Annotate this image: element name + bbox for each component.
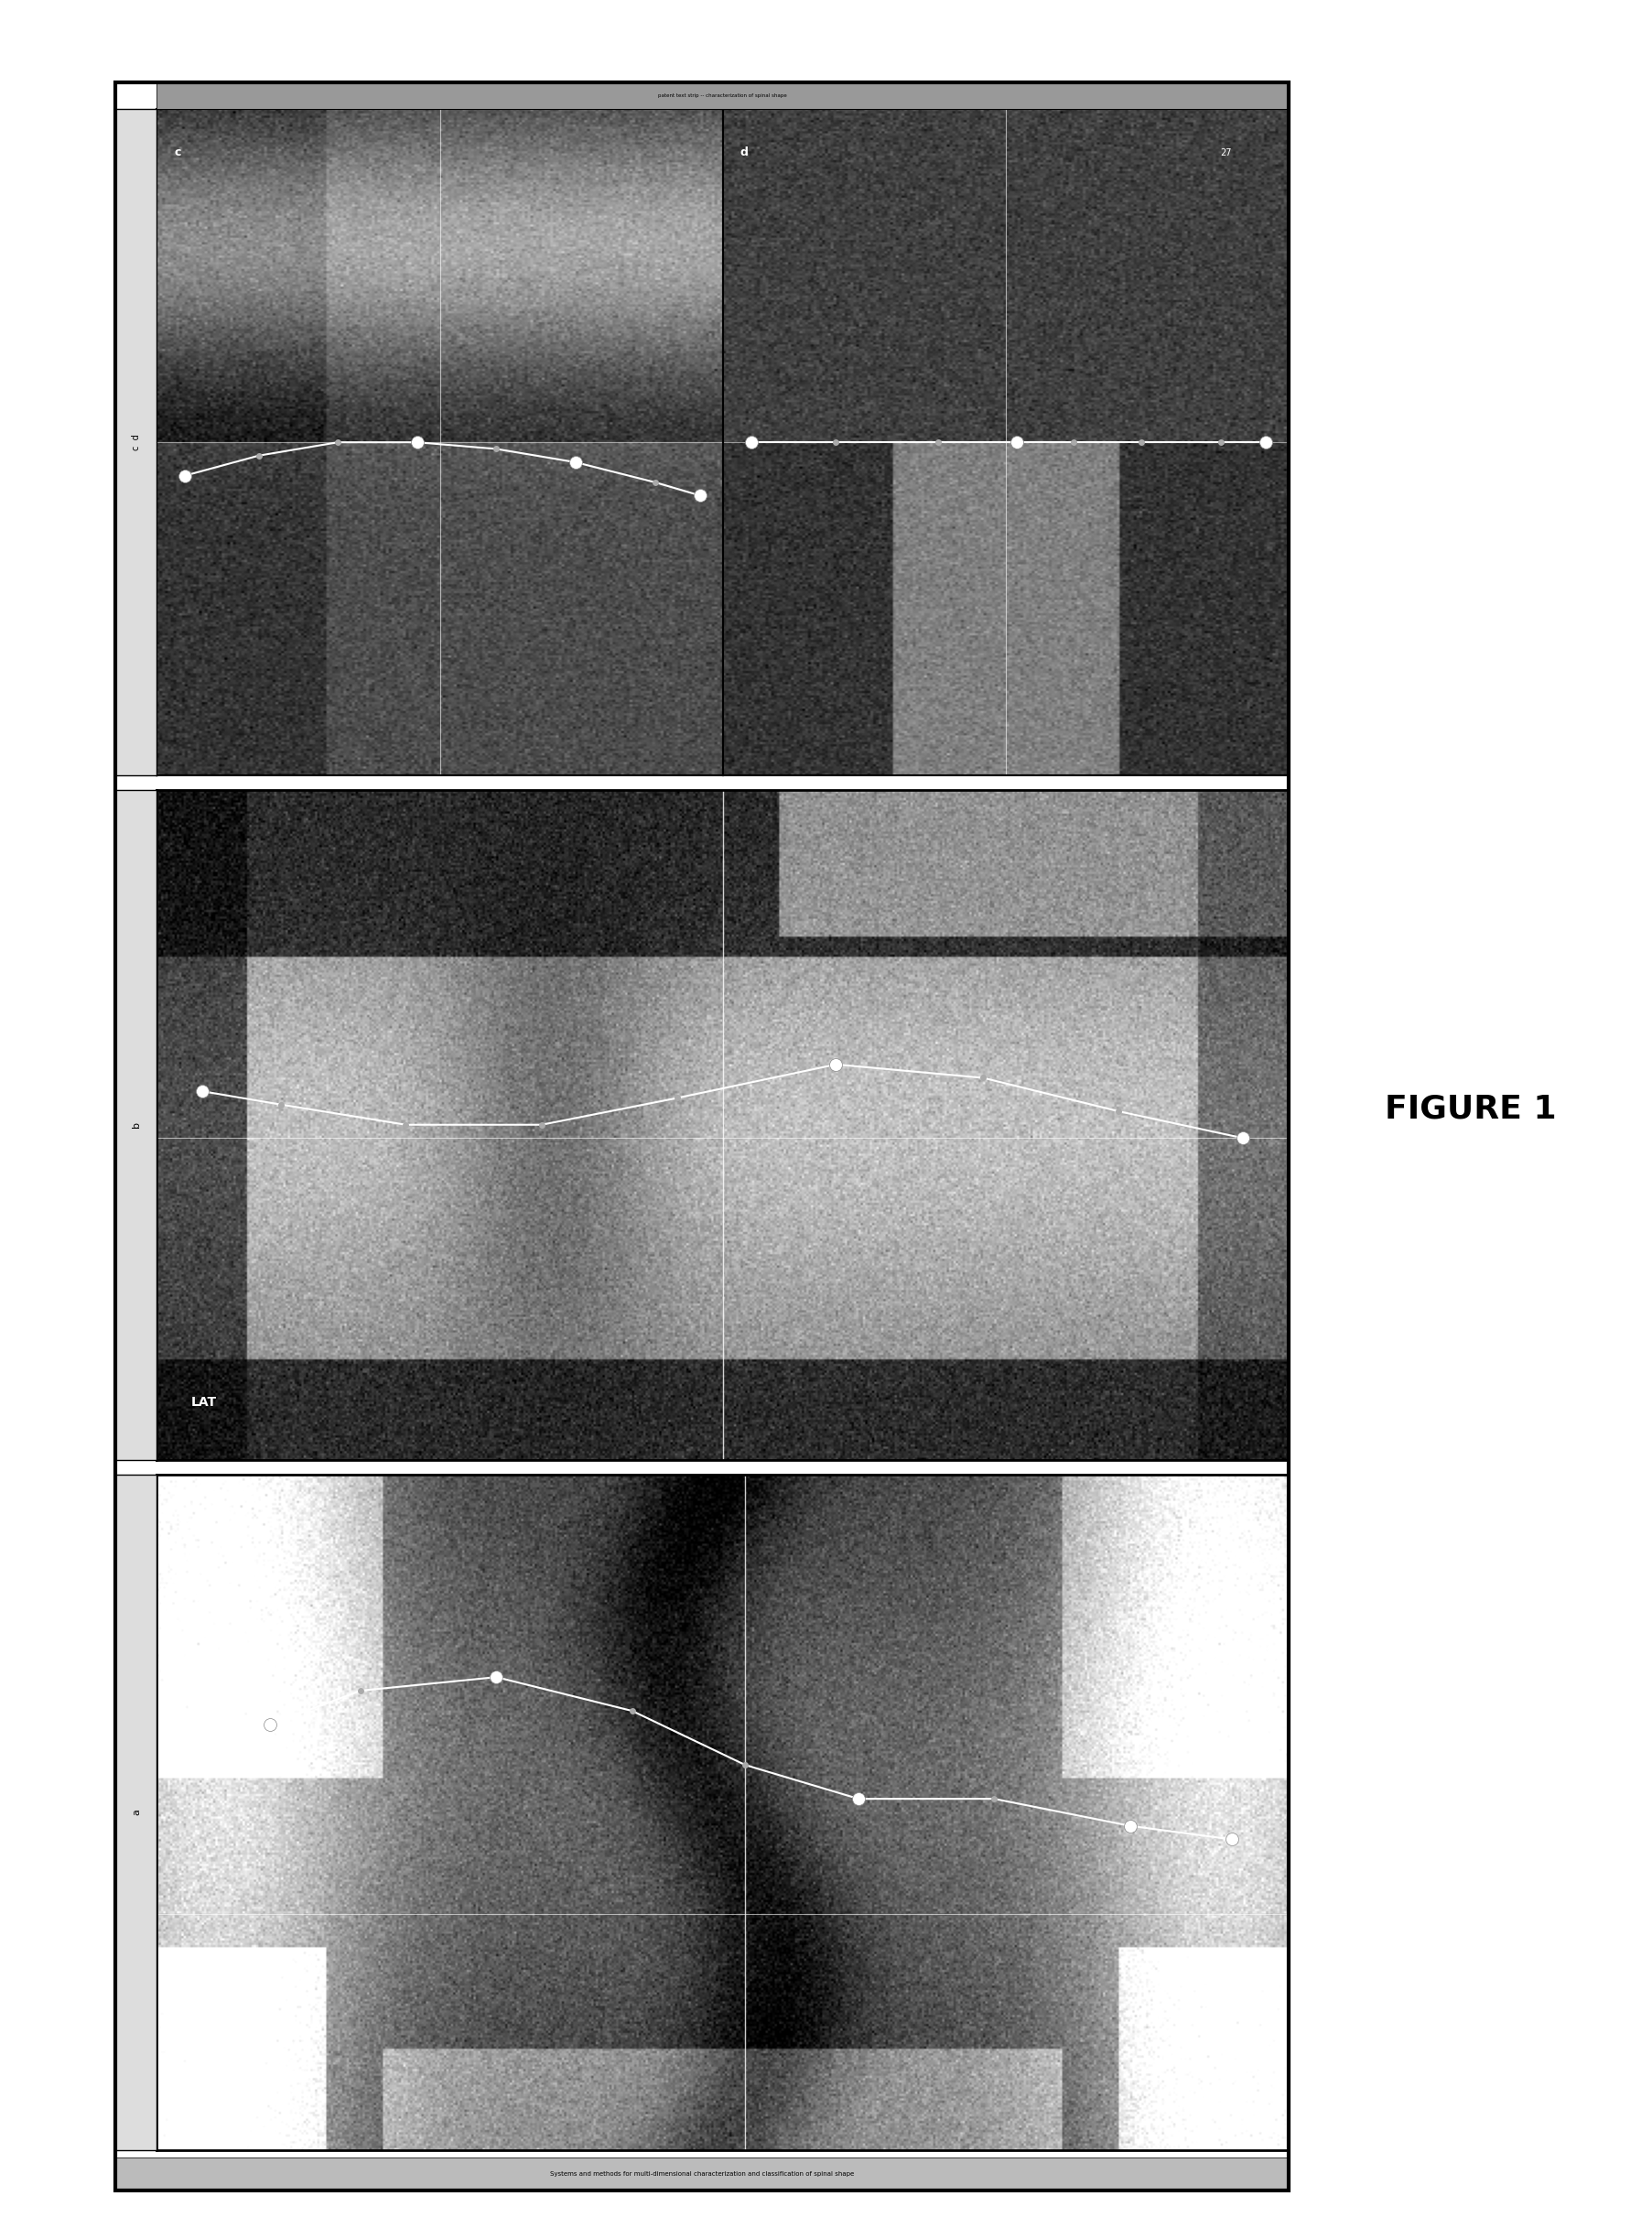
Text: c  d: c d	[132, 435, 140, 450]
Text: b: b	[132, 1122, 140, 1128]
Text: c: c	[173, 146, 180, 160]
Text: 27: 27	[1221, 149, 1232, 157]
Text: Systems and methods for multi-dimensional characterization and classification of: Systems and methods for multi-dimensiona…	[550, 2170, 854, 2177]
Text: a: a	[132, 1809, 140, 1816]
Text: patent text strip -- characterization of spinal shape: patent text strip -- characterization of…	[659, 93, 786, 98]
Text: FIGURE 1: FIGURE 1	[1384, 1093, 1556, 1124]
Text: d: d	[740, 146, 748, 160]
Text: LAT: LAT	[192, 1397, 216, 1410]
Text: AP: AP	[192, 2086, 210, 2099]
